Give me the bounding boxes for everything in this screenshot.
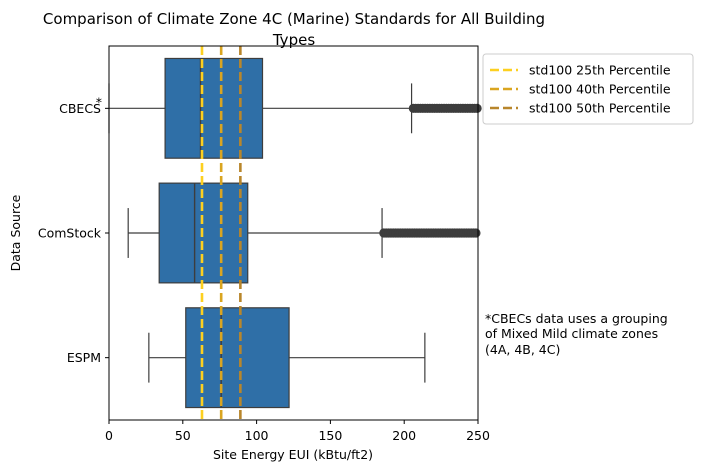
outliers <box>408 103 482 113</box>
legend-label: std100 50th Percentile <box>529 101 671 116</box>
annotation-line-1: *CBECs data uses a grouping <box>485 311 668 326</box>
legend-items: std100 25th Percentile std100 40th Percen… <box>490 63 671 116</box>
y-tick-label: ComStock <box>38 226 102 241</box>
y-tick-marker: * <box>96 94 102 109</box>
x-tick-label: 250 <box>466 428 490 443</box>
x-tick-label: 50 <box>175 428 191 443</box>
legend: std100 25th Percentile std100 40th Percen… <box>482 53 694 125</box>
plot-area <box>108 45 482 421</box>
annotation-line-3: (4A, 4B, 4C) <box>485 342 560 357</box>
box-body <box>164 57 264 159</box>
y-axis-label: Data Source <box>8 194 23 271</box>
legend-label: std100 25th Percentile <box>529 63 671 78</box>
boxes-layer <box>108 57 482 409</box>
y-tick-label: ESPM <box>67 350 101 365</box>
legend-label: std100 40th Percentile <box>529 82 671 97</box>
annotation: *CBECs data uses a grouping of Mixed Mil… <box>485 311 668 357</box>
x-tick-label: 200 <box>392 428 416 443</box>
x-tick-label: 0 <box>105 428 113 443</box>
y-axis: CBECS* ComStock ESPM <box>38 94 109 365</box>
outlier-point <box>471 228 481 238</box>
box-espm <box>148 307 426 409</box>
box-cbecs <box>108 57 482 159</box>
chart-title-line-2: Types <box>272 31 315 49</box>
x-tick-label: 100 <box>245 428 269 443</box>
annotation-line-2: of Mixed Mild climate zones <box>485 326 658 341</box>
outliers <box>379 228 481 238</box>
reference-lines-layer <box>200 46 242 420</box>
outlier-point <box>472 103 482 113</box>
chart-title: Comparison of Climate Zone 4C (Marine) S… <box>43 10 545 49</box>
x-axis-label: Site Energy EUI (kBtu/ft2) <box>213 447 373 462</box>
x-tick-label: 150 <box>318 428 342 443</box>
x-axis: 0 50 100 150 200 250 <box>105 420 490 443</box>
legend-frame <box>482 53 694 125</box>
chart-title-line-1: Comparison of Climate Zone 4C (Marine) S… <box>43 10 545 28</box>
box-body <box>158 182 249 284</box>
box-comstock <box>127 182 481 284</box>
y-tick-label: CBECS <box>59 101 101 116</box>
